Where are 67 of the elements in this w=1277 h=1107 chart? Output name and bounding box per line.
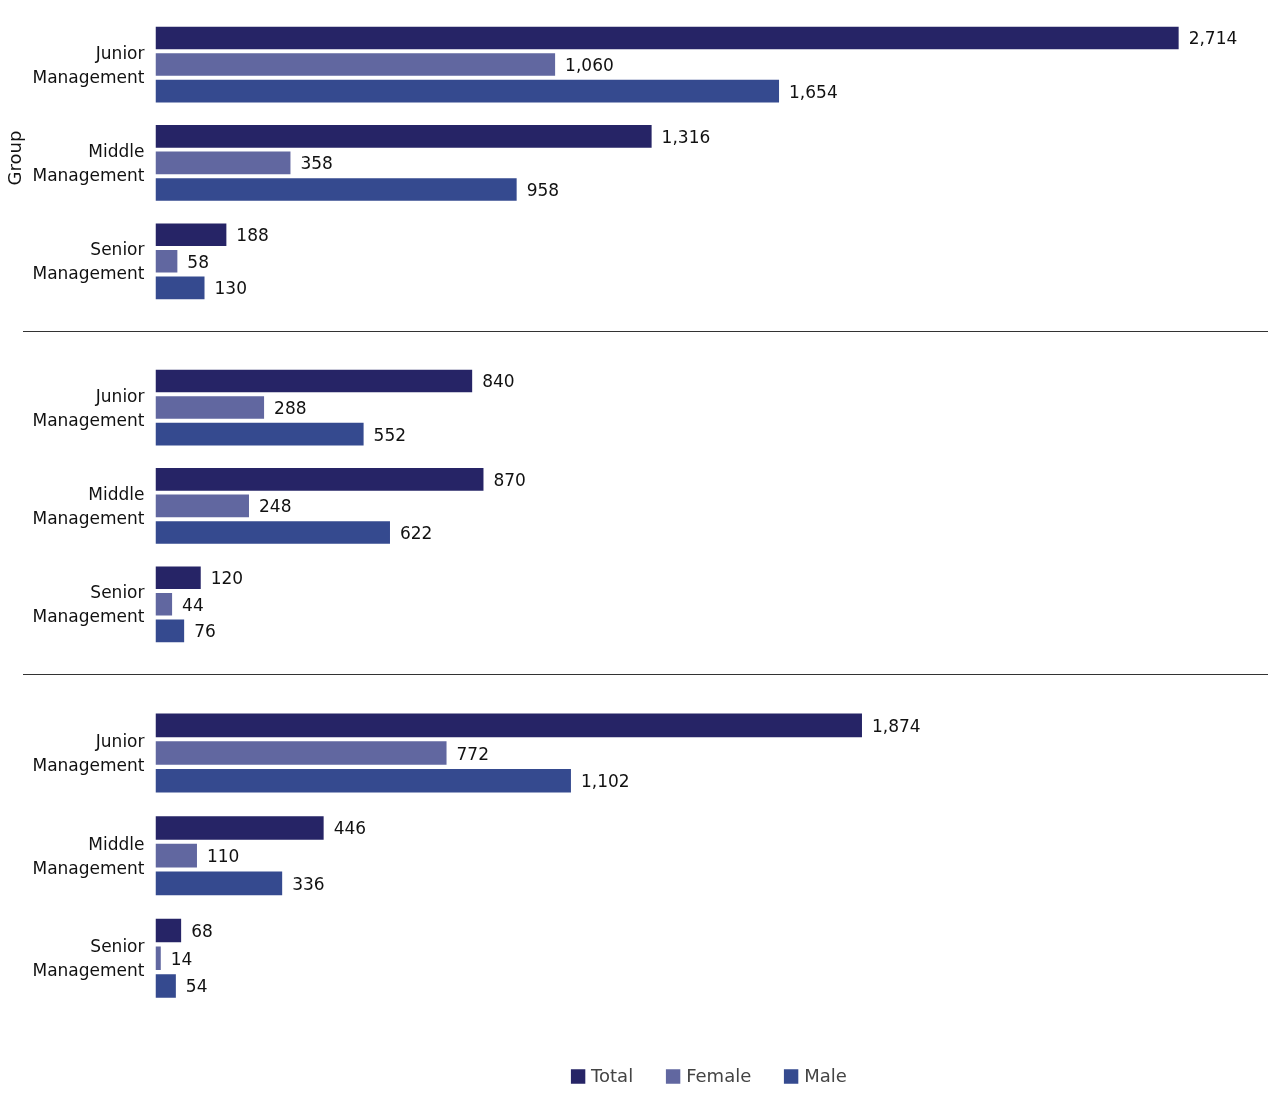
bar	[155, 713, 862, 738]
bar	[155, 871, 283, 896]
data-label: 120	[210, 568, 244, 589]
data-label: 248	[258, 496, 292, 517]
data-label: 958	[526, 179, 560, 200]
data-label: 58	[187, 251, 210, 272]
bar	[155, 494, 249, 518]
bar	[155, 468, 484, 491]
bar	[155, 619, 185, 643]
bar	[155, 946, 161, 971]
data-label: 68	[191, 921, 213, 942]
bar	[155, 816, 324, 840]
legend-label: Male	[804, 1065, 847, 1086]
bar	[155, 918, 182, 943]
bar	[155, 396, 265, 419]
data-label: 14	[170, 948, 193, 969]
data-label: 870	[493, 469, 526, 490]
bar	[155, 741, 447, 765]
bar	[155, 26, 1179, 50]
bar	[155, 369, 473, 393]
y-tick-label: Middle Management	[32, 483, 145, 528]
y-tick-label: Middle Management	[32, 140, 145, 185]
data-label: 446	[333, 818, 367, 839]
bar	[155, 974, 176, 998]
data-label: 44	[182, 594, 204, 615]
bar	[155, 178, 517, 201]
data-label: 552	[373, 424, 407, 445]
data-label: 130	[214, 278, 247, 299]
legend-label: Female	[686, 1065, 752, 1086]
data-label: 1,060	[565, 55, 614, 76]
data-label: 1,102	[580, 771, 630, 792]
data-label: 336	[292, 873, 325, 894]
bar	[155, 151, 291, 175]
data-label: 2,714	[1188, 28, 1238, 49]
data-label: 1,316	[661, 126, 711, 147]
data-label: 110	[206, 846, 240, 867]
y-axis-title: Group	[3, 130, 25, 186]
data-label: 288	[274, 398, 307, 419]
data-label: 840	[482, 371, 515, 392]
y-tick-label: Senior Management	[32, 239, 145, 284]
legend-label: Total	[591, 1065, 634, 1086]
data-label: 358	[300, 153, 333, 174]
bar	[155, 843, 197, 868]
bar	[155, 276, 205, 300]
y-tick-label: Junior Management	[32, 42, 145, 87]
y-tick-label: Senior Management	[32, 936, 145, 981]
data-label: 1,654	[789, 81, 838, 102]
data-label: 188	[236, 225, 269, 246]
y-tick-label: Junior Management	[32, 731, 145, 776]
data-label: 76	[194, 621, 216, 642]
bar	[155, 125, 652, 148]
data-label: 1,874	[871, 715, 921, 736]
bar	[155, 53, 556, 76]
y-tick-label: Senior Management	[32, 582, 145, 627]
data-label: 54	[185, 976, 208, 997]
bar	[155, 422, 364, 446]
y-tick-label: Junior Management	[32, 385, 145, 430]
data-label: 772	[456, 743, 489, 764]
bar	[155, 79, 780, 103]
bar	[155, 521, 390, 544]
bar	[155, 249, 178, 273]
bar	[155, 223, 227, 247]
data-label: 622	[399, 522, 433, 543]
bar	[155, 566, 201, 590]
y-tick-label: Middle Management	[32, 833, 145, 878]
bar	[155, 768, 571, 793]
bar	[155, 592, 173, 616]
